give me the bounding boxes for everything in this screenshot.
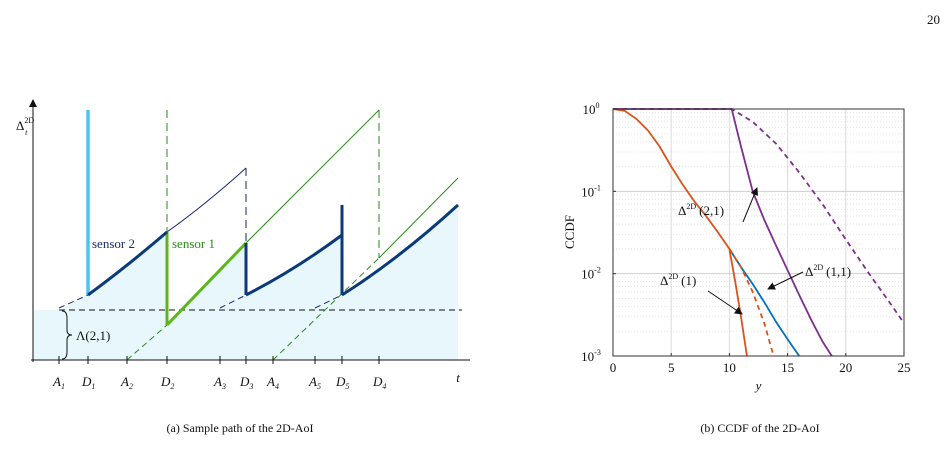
annotation-arrow [707,290,743,315]
sensor-2-label: sensor 2 [92,236,135,251]
x-tick-label: 10 [723,360,736,375]
tick-base: 10 [581,184,594,199]
annotation-symbol: Δ [660,273,668,288]
thin-curve [166,167,247,233]
y-tick-label: 10-1 [581,183,601,199]
annotation-sup: 2D [668,272,678,281]
plot-frame [612,108,905,357]
annotation: Δ2D (1,1) [805,263,851,279]
tick-sub: 3 [221,382,226,391]
y-axis-label: Δ2D t [16,116,34,137]
tick-exp: -2 [594,266,601,275]
annotation-arrow [742,187,759,223]
series-line [728,248,775,357]
series-line [612,108,748,357]
tick-base: D [81,374,92,389]
tick-sub: 2 [129,382,133,391]
annotation-sup: 2D [813,263,823,272]
x-tick-label: 20 [839,360,852,375]
tick-sub: 2 [170,382,174,391]
x-tick-label: 0 [610,360,617,375]
x-tick-label: D2 [160,374,174,391]
y-tick-label: 10-2 [581,266,601,282]
y-tick-label: 100 [583,101,600,117]
series-line [613,108,905,324]
thick-curve [245,233,343,297]
tick-sub: 1 [61,382,65,391]
plot-area [613,109,904,356]
tick-base: 10 [581,349,594,364]
x-tick-label: 15 [781,360,794,375]
thick-curve [87,230,168,297]
annotation-symbol: Δ [805,264,813,279]
page-number: 20 [927,12,940,27]
tick-base: D [335,374,346,389]
thin-line [245,109,380,244]
tick-base: D [160,374,171,389]
lambda-label: Λ(2,1) [76,328,110,343]
y-label-sup: 2D [24,116,34,125]
tick-exp: 0 [596,101,600,110]
x-tick-label: D5 [335,374,349,391]
tick-sub: 5 [317,382,321,391]
y-tick-label: 10-3 [581,348,601,364]
annotation-symbol: Δ [678,203,686,218]
tick-sub: 4 [275,382,279,391]
tick-sub: 3 [248,382,253,391]
tick-base: A [213,374,222,389]
tick-exp: -1 [594,183,601,192]
series-line [613,108,833,357]
tick-exp: -3 [594,348,601,357]
tick-base: D [239,374,250,389]
y-label-base: Δ [16,118,24,133]
dashed-segment [314,294,343,309]
x-tick-label: A5 [308,374,321,391]
sensor-1-label: sensor 1 [172,236,215,251]
tick-sub: 5 [345,382,349,391]
y-label-sub: t [25,128,28,137]
annotation: Δ2D (2,1) [678,202,724,218]
annotation-arrow [767,271,804,290]
tick-base: D [372,374,383,389]
annotation: Δ2D (1) [660,272,696,288]
x-tick-label: A3 [213,374,226,391]
y-axis-label: CCDF [562,215,577,249]
x-tick-label: A2 [120,374,133,391]
x-tick-label: A1 [52,374,65,391]
tick-sub: 1 [91,382,95,391]
annotation-arg: (2,1) [699,203,724,218]
thick-line [165,241,248,327]
x-axis-label: t [456,370,460,385]
x-tick-label: D1 [81,374,95,391]
caption-b: (b) CCDF of the 2D-AoI [700,421,819,435]
x-tick-label: D4 [372,374,386,391]
thin-line [378,177,459,259]
tick-base: A [52,374,61,389]
figure-a: Λ(2,1) sensor 2 sensor 1 Δ2D t t A1 D1 A2 D2… [16,99,470,435]
tick-sub: 4 [382,382,386,391]
x-tick-label: 5 [668,360,675,375]
brace [61,310,73,360]
x-tick-label: 25 [898,360,911,375]
annotation-arg: (1,1) [826,264,851,279]
x-axis-label: y [754,378,762,393]
tick-base: A [266,374,275,389]
annotation-sup: 2D [686,202,696,211]
thick-curve [341,203,460,297]
dashed-segment [272,257,380,361]
x-tick-label: A4 [266,374,279,391]
tick-base: A [120,374,129,389]
annotation-arg: (1) [681,273,696,288]
dashed-segment [58,294,89,309]
dashed-segment [219,294,247,309]
tick-base: 10 [581,267,594,282]
x-tick-label: D3 [239,374,253,391]
tick-base: A [308,374,317,389]
dashed-segment [126,324,168,361]
x-ticks: A1 D1 A2 D2 A3 D3 A4 A5 D5 D4 [52,356,386,391]
tick-base: 10 [583,102,596,117]
caption-a: (a) Sample path of the 2D-AoI [167,421,314,435]
